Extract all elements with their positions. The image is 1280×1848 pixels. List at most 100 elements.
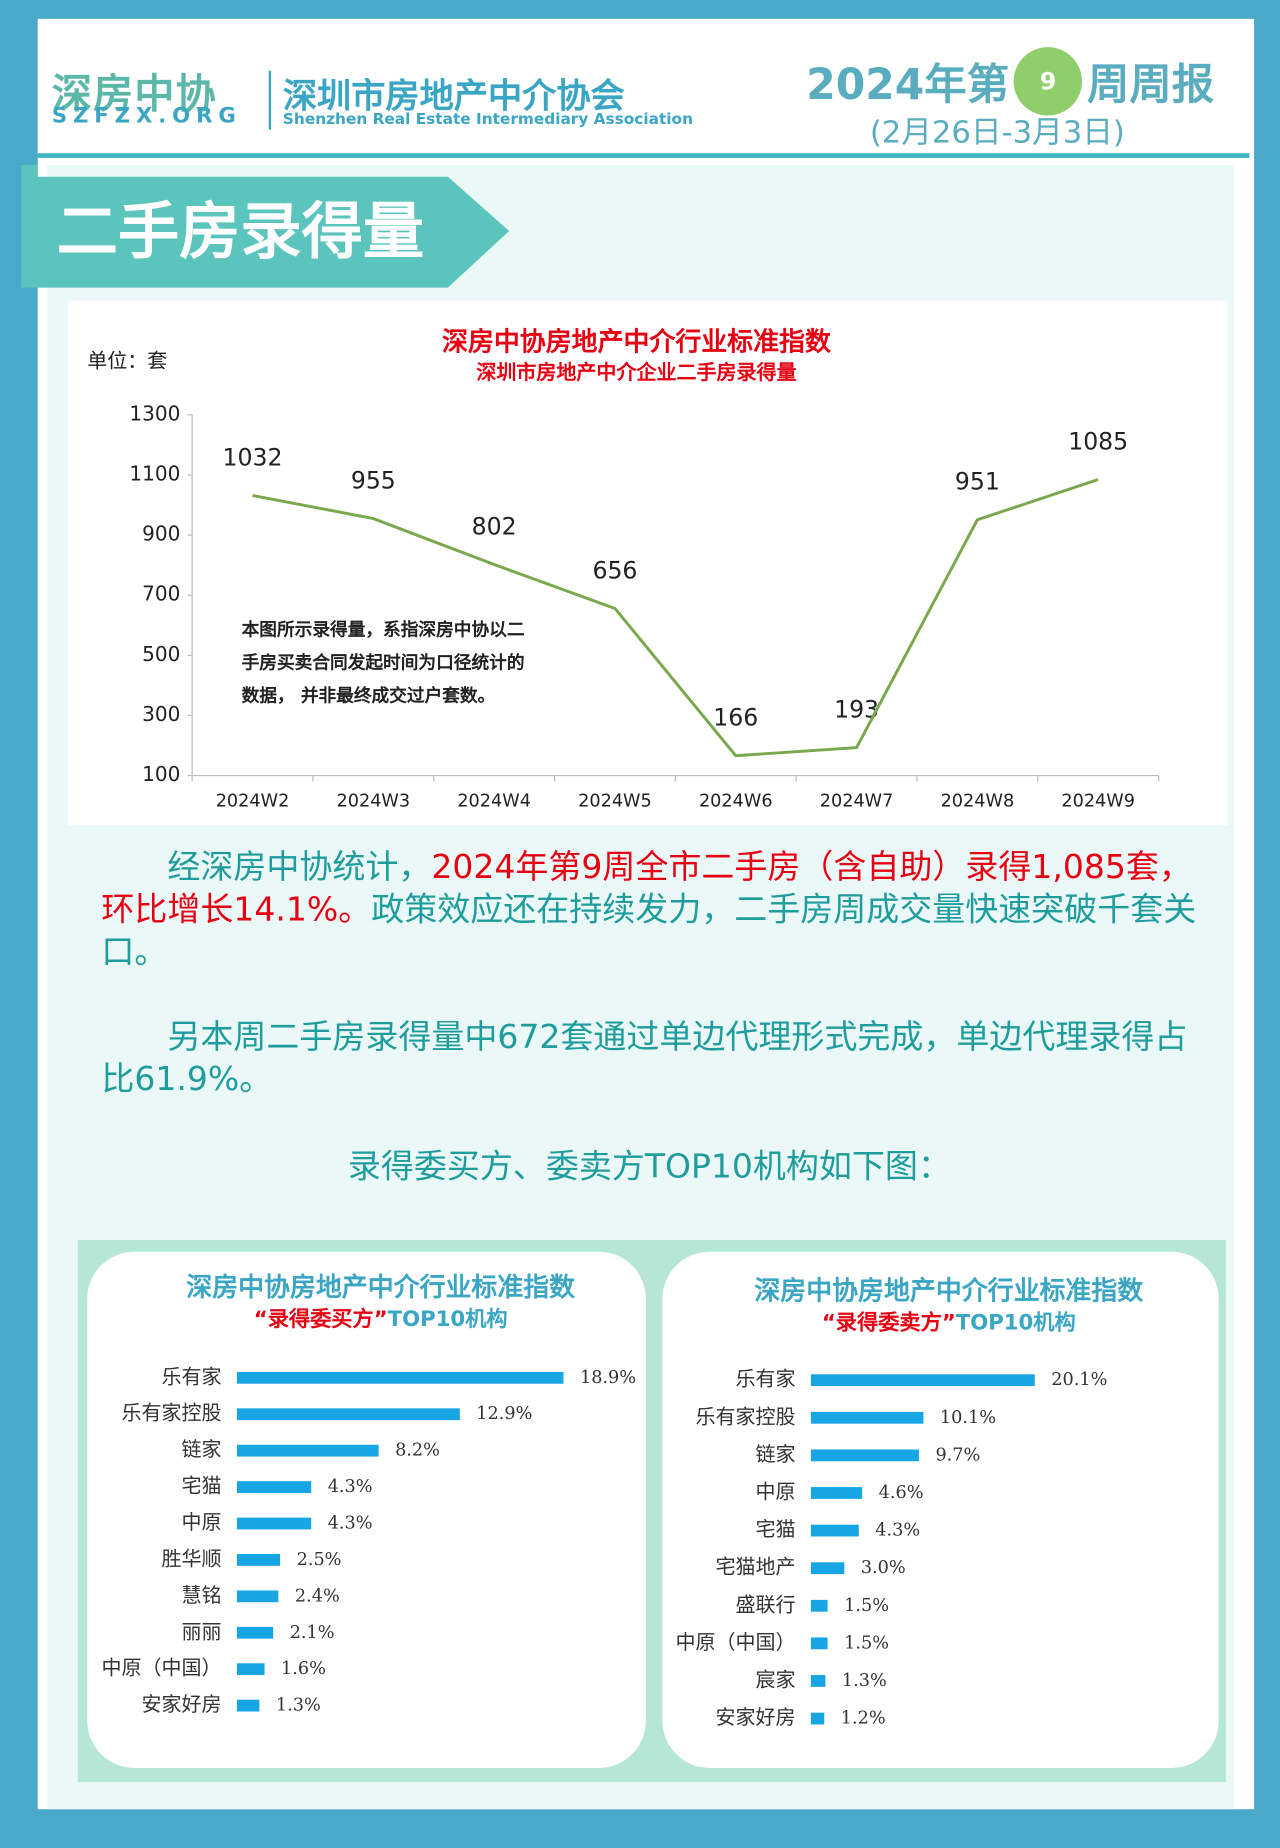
value-label: 12.9% — [476, 1404, 532, 1424]
x-tick-label: 2024W2 — [216, 791, 290, 811]
category-label: 盛联行 — [736, 1592, 796, 1616]
category-label: 乐有家 — [162, 1364, 222, 1388]
x-tick-label: 2024W7 — [820, 791, 894, 811]
bar — [236, 1481, 312, 1493]
bar-card — [662, 1251, 1219, 1768]
bar — [236, 1626, 274, 1639]
y-tick-label: 300 — [142, 702, 180, 726]
text-run: 录得委买方、委卖方TOP10机构如下图： — [347, 1146, 951, 1186]
y-tick-label: 700 — [142, 582, 180, 606]
bar — [236, 1663, 265, 1676]
y-tick-label: 500 — [142, 642, 180, 666]
category-label: 宸家 — [756, 1667, 796, 1691]
category-label: 中原 — [756, 1479, 796, 1503]
value-label: 8.2% — [395, 1441, 440, 1461]
data-label: 951 — [955, 468, 1000, 496]
category-label: 胜华顺 — [162, 1546, 222, 1570]
bar — [236, 1517, 312, 1530]
subtitle-part: “录得委买方” — [254, 1306, 388, 1332]
value-label: 2.5% — [297, 1550, 342, 1570]
text-run: 政策效应还在持续发力，二手房周成交量快速突破千套关口。 — [101, 889, 1197, 972]
bar — [236, 1371, 564, 1384]
bar — [810, 1675, 826, 1687]
logo-domain: SZFZX.ORG — [51, 103, 242, 129]
data-label: 166 — [713, 704, 758, 732]
category-label: 链家 — [756, 1442, 796, 1466]
chart-annotation: 本图所示录得量，系指深房中协以二手房买卖合同发起时间为口径统计的数据， 并非最终… — [241, 618, 525, 707]
value-label: 4.3% — [328, 1477, 373, 1497]
value-label: 10.1% — [940, 1408, 996, 1428]
subtitle-part: “录得委卖方” — [822, 1310, 956, 1336]
category-label: 乐有家控股 — [695, 1404, 795, 1428]
category-label: 宅猫 — [756, 1517, 796, 1541]
data-label: 955 — [351, 467, 396, 495]
logo-short: 深房中协 — [51, 70, 217, 118]
value-label: 2.4% — [295, 1586, 340, 1606]
value-label: 9.7% — [935, 1445, 980, 1465]
category-label: 宅猫 — [182, 1474, 222, 1498]
value-label: 1.2% — [841, 1709, 886, 1729]
org-name: 深圳市房地产中介协会 — [282, 75, 625, 116]
bar — [236, 1590, 279, 1603]
x-tick-label: 2024W4 — [457, 791, 531, 811]
text-run: 经深房中协统计， — [167, 847, 432, 887]
line — [252, 478, 1099, 758]
chart-title: 深房中协房地产中介行业标准指数 — [442, 326, 831, 357]
value-label: 1.3% — [276, 1696, 321, 1716]
x-tick-label: 2024W9 — [1061, 791, 1135, 811]
data-label: 656 — [592, 556, 637, 584]
bar — [810, 1411, 924, 1424]
bar — [810, 1562, 845, 1575]
category-label: 宅猫地产 — [716, 1555, 796, 1579]
bar — [236, 1554, 281, 1566]
section-title: 二手房录得量 — [57, 196, 425, 267]
value-label: 4.6% — [879, 1483, 924, 1503]
value-label: 1.5% — [844, 1596, 889, 1616]
category-label: 中原（中国） — [101, 1656, 221, 1680]
category-label: 慧铭 — [182, 1583, 222, 1607]
bar — [236, 1408, 460, 1421]
data-label: 1085 — [1068, 427, 1128, 455]
text-run: 2024年第9周全市二手房（含自助）录得1,085套，环比增长14.1%。 — [101, 847, 1192, 929]
chart-subtitle: 深圳市房地产中介企业二手房录得量 — [476, 360, 796, 384]
line-chart-bg — [68, 300, 1229, 826]
bar — [236, 1444, 379, 1457]
chart-subtitle: “录得委卖方”TOP10机构 — [822, 1310, 1076, 1336]
issue-title: 2024年第 9 周周报 — [806, 47, 1214, 116]
category-label: 乐有家控股 — [121, 1401, 221, 1425]
value-label: 2.1% — [290, 1623, 335, 1643]
x-tick-label: 2024W8 — [941, 791, 1015, 811]
bar — [810, 1599, 828, 1612]
bar — [810, 1449, 919, 1462]
chart-title: 深房中协房地产中介行业标准指数 — [186, 1272, 575, 1303]
data-label: 802 — [472, 513, 517, 541]
y-tick-label: 1100 — [129, 461, 180, 485]
section-banner — [21, 165, 510, 288]
category-label: 丽丽 — [182, 1619, 222, 1643]
paragraph: 经深房中协统计，2024年第9周全市二手房（含自助）录得1,085套，环比增长1… — [101, 846, 1197, 973]
value-label: 1.5% — [844, 1633, 889, 1653]
category-label: 中原 — [182, 1510, 222, 1534]
x-tick-label: 2024W5 — [578, 791, 652, 811]
bar — [810, 1524, 859, 1537]
bar — [810, 1712, 825, 1725]
value-label: 4.3% — [875, 1521, 920, 1541]
bar — [236, 1699, 260, 1712]
x-tick-label: 2024W3 — [337, 791, 411, 811]
value-label: 18.9% — [580, 1368, 636, 1388]
header-rule — [37, 153, 1250, 158]
bar — [810, 1487, 863, 1499]
bar — [810, 1637, 828, 1650]
category-label: 安家好房 — [142, 1692, 222, 1716]
data-label: 1032 — [223, 443, 283, 471]
subtitle-part: TOP10机构 — [956, 1311, 1076, 1336]
y-tick-label: 900 — [142, 522, 180, 546]
value-label: 4.3% — [328, 1514, 373, 1534]
category-label: 安家好房 — [716, 1705, 796, 1729]
y-tick-label: 1300 — [129, 401, 180, 425]
date-range: (2月26日-3月3日) — [869, 115, 1125, 151]
category-label: 乐有家 — [736, 1367, 796, 1391]
